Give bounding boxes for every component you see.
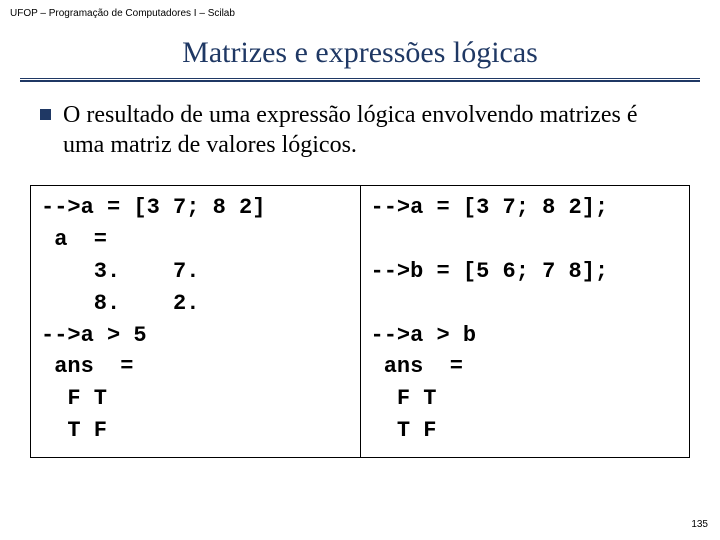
bullet-row: O resultado de uma expressão lógica envo… bbox=[40, 100, 680, 160]
code-left: -->a = [3 7; 8 2] a = 3. 7. 8. 2. -->a >… bbox=[41, 192, 350, 447]
code-cell-right: -->a = [3 7; 8 2]; -->b = [5 6; 7 8]; --… bbox=[360, 186, 690, 458]
code-right: -->a = [3 7; 8 2]; -->b = [5 6; 7 8]; --… bbox=[371, 192, 680, 447]
bullet-block: O resultado de uma expressão lógica envo… bbox=[40, 100, 680, 160]
bullet-text: O resultado de uma expressão lógica envo… bbox=[63, 100, 680, 160]
code-table: -->a = [3 7; 8 2] a = 3. 7. 8. 2. -->a >… bbox=[30, 185, 690, 458]
slide-title: Matrizes e expressões lógicas bbox=[0, 36, 720, 70]
code-cell-left: -->a = [3 7; 8 2] a = 3. 7. 8. 2. -->a >… bbox=[31, 186, 361, 458]
title-underline bbox=[20, 78, 700, 82]
bullet-square-icon bbox=[40, 109, 51, 120]
header-label: UFOP – Programação de Computadores I – S… bbox=[10, 8, 235, 19]
page-number: 135 bbox=[691, 519, 708, 530]
